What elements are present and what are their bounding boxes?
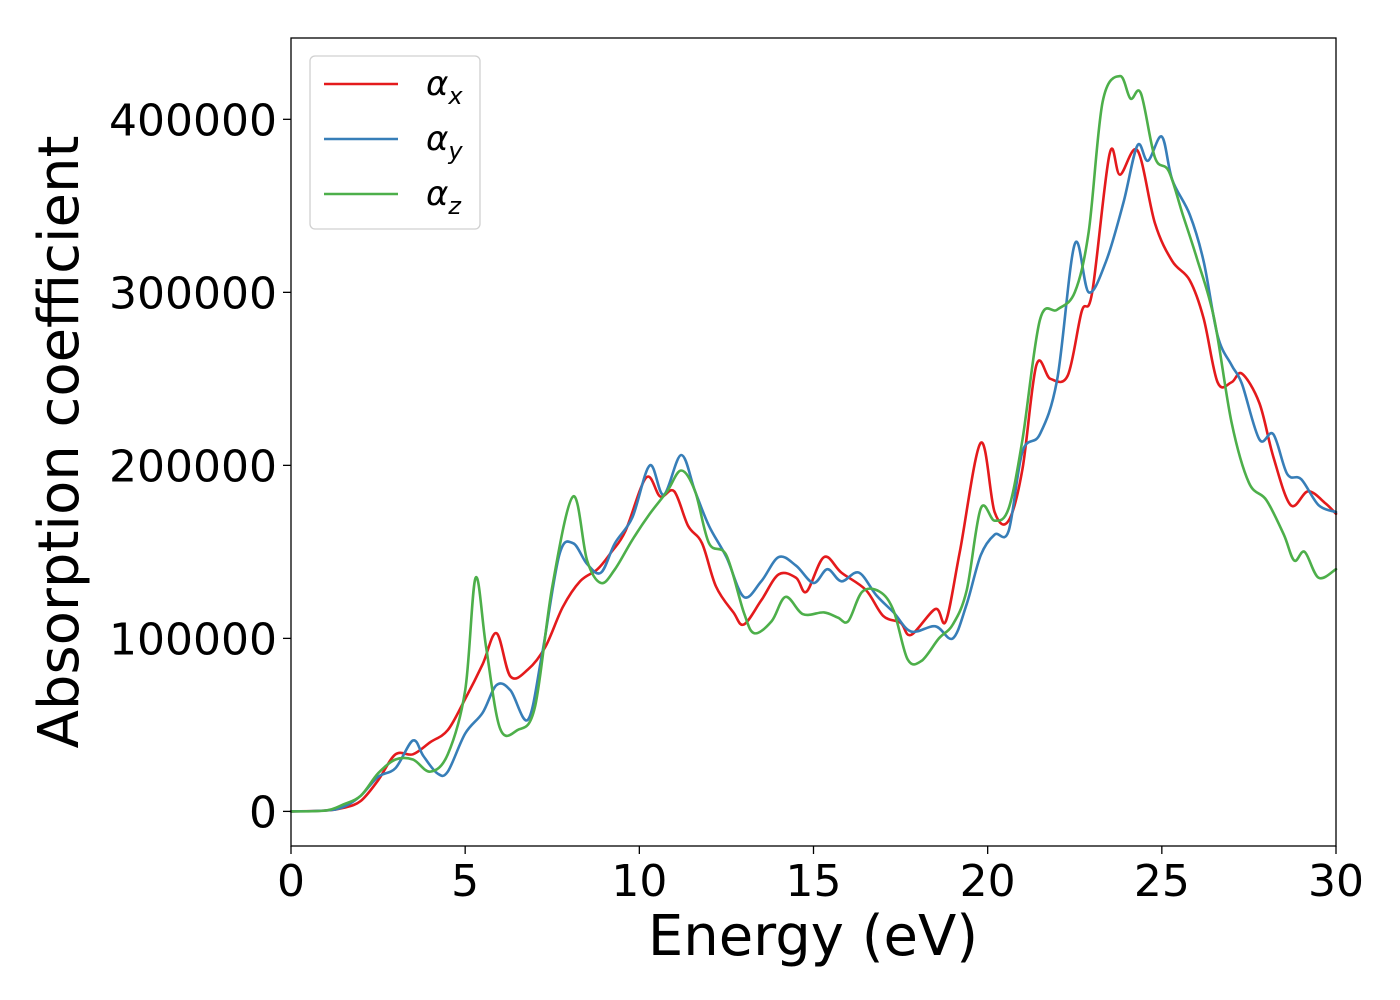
x-tick-label: 0 (277, 856, 305, 907)
y-tick-label: 200000 (109, 441, 277, 492)
x-tick-label: 15 (786, 856, 842, 907)
legend-label-z: αz (426, 174, 462, 220)
x-tick-label: 25 (1134, 856, 1190, 907)
legend-label-y: αy (426, 119, 463, 165)
legend-label-x: αx (426, 64, 463, 110)
x-tick-label: 5 (451, 856, 479, 907)
y-tick-label: 300000 (109, 268, 277, 319)
x-axis-ticks: 0 5 10 15 20 25 30 (277, 846, 1364, 907)
y-tick-label: 0 (249, 787, 277, 838)
x-tick-label: 30 (1308, 856, 1364, 907)
x-axis-title: Energy (eV) (648, 904, 978, 969)
y-axis-title: Absorption coefficient (27, 136, 92, 749)
y-tick-label: 400000 (109, 95, 277, 146)
x-tick-label: 10 (611, 856, 667, 907)
series-layer (289, 74, 1338, 813)
legend: αx αy αz (309, 55, 481, 230)
y-tick-label: 100000 (109, 614, 277, 665)
legend-box (309, 55, 481, 230)
x-tick-label: 20 (960, 856, 1016, 907)
series-line-z (289, 74, 1338, 813)
y-axis-ticks: 0 100000 200000 300000 400000 (109, 95, 291, 838)
